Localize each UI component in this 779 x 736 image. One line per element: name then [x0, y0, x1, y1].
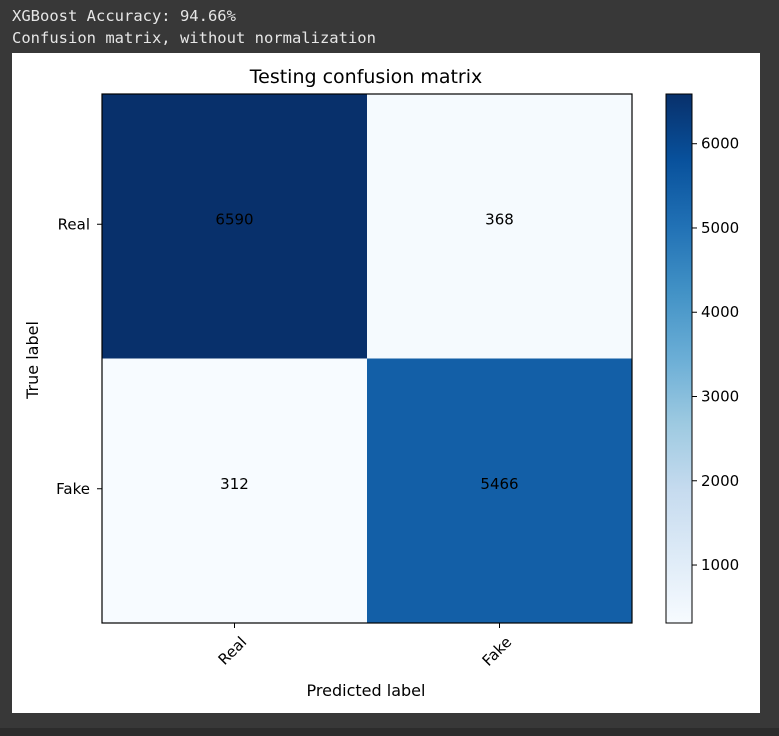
matrix-cell	[367, 94, 632, 359]
colorbar-tick-label: 3000	[701, 388, 739, 406]
cell-value-label: 6590	[215, 210, 253, 228]
colorbar-tick-label: 5000	[701, 219, 739, 237]
colorbar	[665, 93, 693, 624]
y-tick-label: Fake	[56, 480, 90, 498]
accuracy-line: XGBoost Accuracy: 94.66%	[12, 7, 236, 25]
x-axis-label: Predicted label	[307, 681, 426, 700]
matrix-cell	[102, 358, 367, 623]
matrix-cell	[367, 358, 632, 623]
chart-title: Testing confusion matrix	[249, 66, 483, 88]
y-tick-label: Real	[58, 215, 90, 233]
cell-value-label: 312	[220, 475, 249, 493]
output-scrollbar-track	[0, 728, 779, 736]
y-axis-label: True label	[23, 321, 42, 400]
plot-frame	[101, 93, 633, 624]
matrix-cells: 6590 368 312 5466	[102, 94, 632, 623]
matrix-note-line: Confusion matrix, without normalization	[12, 29, 376, 47]
console-output: XGBoost Accuracy: 94.66% Confusion matrix…	[12, 5, 376, 49]
colorbar-ticks: 1000 2000 3000 4000 5000 6000	[692, 135, 739, 574]
cell-value-label: 5466	[480, 475, 518, 493]
colorbar-tick-label: 6000	[701, 135, 739, 153]
x-tick-label: Real	[215, 633, 251, 669]
matrix-cell	[102, 94, 367, 359]
chart-figure: Testing confusion matrix 6590 368 312 5466 …	[12, 53, 760, 713]
colorbar-tick-label: 2000	[701, 472, 739, 490]
colorbar-tick-label: 1000	[701, 556, 739, 574]
colorbar-tick-label: 4000	[701, 303, 739, 321]
x-tick-label: Fake	[479, 633, 516, 670]
cell-value-label: 368	[485, 210, 514, 228]
